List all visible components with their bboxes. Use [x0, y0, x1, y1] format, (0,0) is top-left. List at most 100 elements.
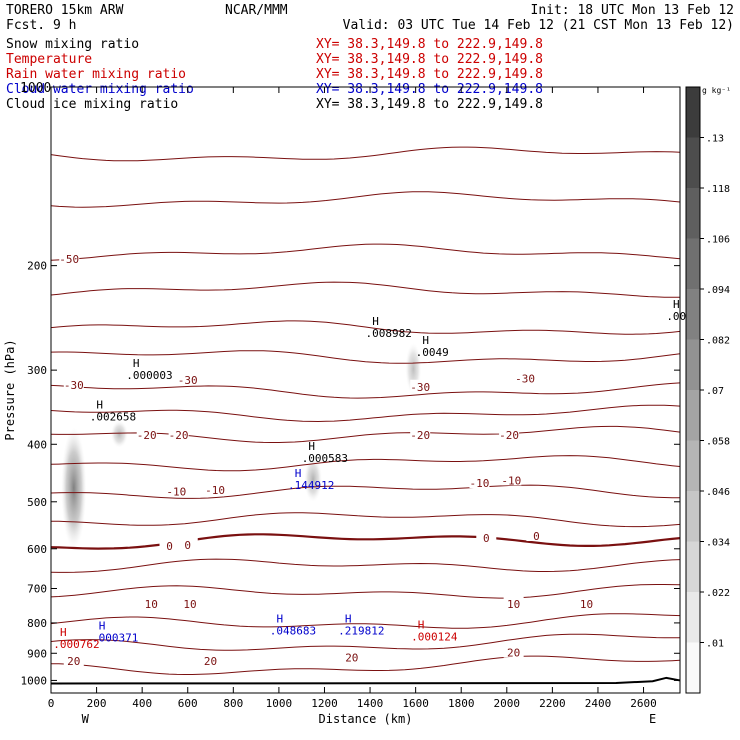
colorbar-segment	[686, 289, 700, 340]
snow-shading-area	[304, 456, 322, 502]
temperature-label-bg	[180, 596, 201, 609]
colorbar-segment	[686, 642, 700, 693]
temperature-label-bg	[515, 371, 536, 384]
field-xy: XY= 38.3,149.8 to 222.9,149.8	[316, 82, 543, 97]
east-label: E	[649, 712, 656, 726]
maximum-h-marker: H	[295, 467, 302, 480]
field-name: Cloud water mixing ratio	[6, 82, 194, 97]
temperature-contour	[50, 533, 681, 550]
temperature-contour	[50, 350, 681, 364]
field-xy: XY= 38.3,149.8 to 222.9,149.8	[316, 67, 543, 82]
temperature-label: -30	[515, 373, 535, 386]
west-label: W	[82, 712, 90, 726]
colorbar-tick-label: .13	[706, 134, 724, 145]
x-tick-label: 2400	[585, 697, 612, 710]
temperature-label: -30	[64, 379, 84, 392]
x-tick-label: 800	[223, 697, 243, 710]
field-name: Snow mixing ratio	[6, 37, 139, 52]
temperature-label-bg	[476, 530, 497, 543]
colorbar-tick-label: .01	[706, 639, 724, 650]
maximum-label: .048683	[270, 624, 316, 637]
colorbar-segment	[686, 491, 700, 542]
maximum-label: .000003	[126, 369, 172, 382]
temperature-contour	[50, 613, 681, 629]
temperature-contour	[50, 191, 681, 208]
y-axis-label: Pressure (hPa)	[3, 339, 17, 440]
temperature-label-bg	[63, 378, 84, 391]
colorbar-segment	[686, 238, 700, 289]
maximum-label: .219812	[338, 624, 384, 637]
maximum-label: .000371	[92, 631, 138, 644]
x-tick-label: 600	[178, 697, 198, 710]
temperature-label-bg	[168, 428, 189, 441]
temperature-label-bg	[503, 596, 524, 609]
maximum-h-marker: H	[418, 619, 425, 632]
field-name: Rain water mixing ratio	[6, 67, 186, 82]
model-title: TORERO 15km ARW	[6, 3, 124, 18]
temperature-label: 20	[345, 651, 358, 664]
temperature-label-bg	[200, 654, 221, 667]
temperature-label: 20	[204, 655, 217, 668]
temperature-label-bg	[177, 537, 198, 550]
x-tick-label: 0	[48, 697, 55, 710]
temperature-label: -20	[169, 429, 189, 442]
temperature-label-bg	[59, 252, 80, 265]
temperature-label-bg	[205, 483, 226, 496]
x-tick-label: 200	[87, 697, 107, 710]
x-tick-label: 2200	[539, 697, 566, 710]
y-tick-label: 900	[27, 647, 47, 660]
temperature-label: -50	[59, 253, 79, 266]
terrain-line	[50, 676, 681, 685]
colorbar-tick-label: .082	[706, 336, 730, 347]
y-tick-label: 400	[27, 438, 47, 451]
temperature-label: 20	[67, 655, 80, 668]
y-tick-label: 800	[27, 617, 47, 630]
maximum-label: .000583	[302, 452, 348, 465]
y-tick-label: 500	[27, 496, 47, 509]
temperature-label-bg	[576, 596, 597, 609]
snow-shading-area	[61, 427, 87, 549]
temperature-contour	[50, 558, 681, 573]
field-xy: XY= 38.3,149.8 to 222.9,149.8	[316, 37, 543, 52]
maximum-label: .008982	[366, 327, 412, 340]
maximum-h-marker: H	[133, 357, 140, 370]
x-axis-label: Distance (km)	[319, 712, 413, 726]
temperature-label: 0	[166, 540, 173, 553]
field-name: Cloud ice mixing ratio	[6, 97, 178, 112]
colorbar-segment	[686, 188, 700, 239]
temperature-label: -20	[137, 429, 157, 442]
init-time: Init: 18 UTC Mon 13 Feb 12	[531, 3, 735, 18]
maximum-h-marker: H	[372, 315, 379, 328]
temperature-label-bg	[141, 596, 162, 609]
temperature-label-bg	[166, 484, 187, 497]
colorbar-unit: g kg⁻¹	[702, 86, 731, 95]
temperature-label: -20	[499, 429, 519, 442]
maximum-label: .0049	[416, 346, 449, 359]
maximum-h-marker: H	[276, 612, 283, 625]
temperature-label: -20	[410, 429, 430, 442]
temperature-label: 10	[507, 598, 520, 611]
colorbar-segment	[686, 440, 700, 491]
x-tick-label: 400	[132, 697, 152, 710]
colorbar-tick-label: .118	[706, 184, 730, 195]
y-tick-label: 300	[27, 364, 47, 377]
temperature-contour	[50, 382, 681, 399]
x-tick-label: 1800	[448, 697, 475, 710]
maximum-h-marker: H	[308, 440, 315, 453]
colorbar-tick-label: .046	[706, 487, 730, 498]
temperature-contour	[50, 512, 681, 528]
temperature-label-bg	[177, 373, 198, 386]
temperature-contour	[50, 281, 681, 298]
temperature-contour	[50, 243, 681, 261]
temperature-label: -30	[178, 374, 198, 387]
y-tick-label: 1000	[21, 674, 48, 687]
temperature-label: -10	[166, 485, 186, 498]
maximum-h-marker: H	[345, 612, 352, 625]
field-xy: XY= 38.3,149.8 to 222.9,149.8	[316, 52, 543, 67]
maximum-h-marker: H	[422, 334, 429, 347]
colorbar-segment	[686, 390, 700, 441]
maximum-h-marker: H	[99, 619, 106, 632]
temperature-label-bg	[159, 538, 180, 551]
temperature-label: -10	[470, 477, 490, 490]
